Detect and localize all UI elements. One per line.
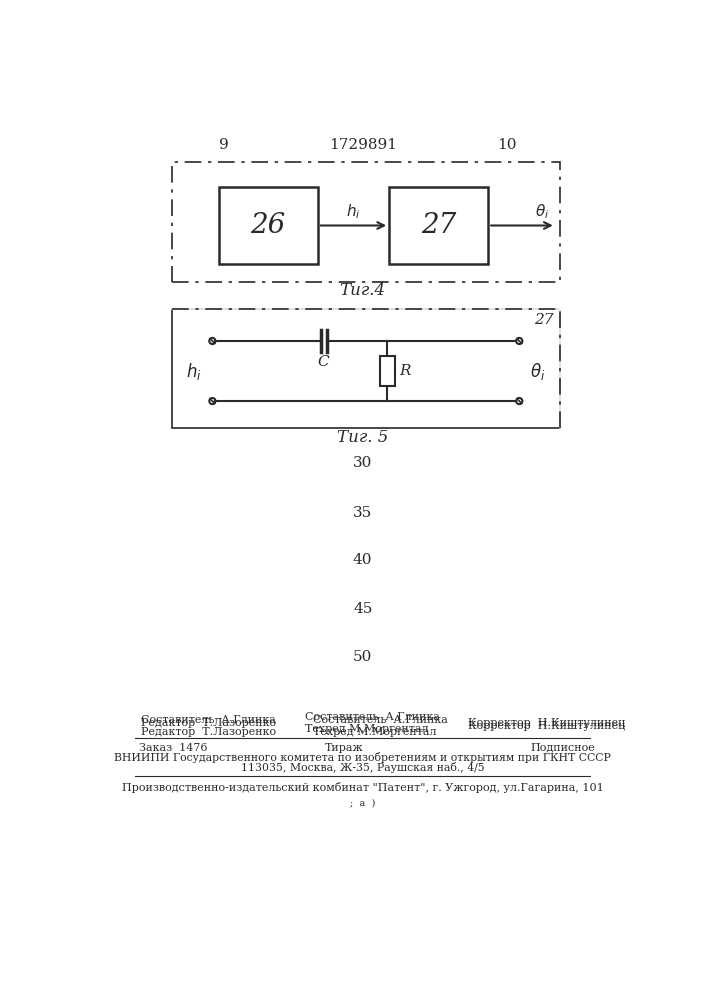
Text: $\theta_i$: $\theta_i$ xyxy=(530,361,546,382)
Text: 27: 27 xyxy=(534,312,554,326)
Text: Τиг.4: Τиг.4 xyxy=(339,282,386,299)
Text: 27: 27 xyxy=(421,212,456,239)
Text: $\theta_i$: $\theta_i$ xyxy=(535,202,549,221)
Text: Производственно-издательский комбинат "Патент", г. Ужгород, ул.Гагарина, 101: Производственно-издательский комбинат "П… xyxy=(122,782,604,793)
Bar xyxy=(389,187,489,264)
Text: Корректор  Н.Киштулинец: Корректор Н.Киштулинец xyxy=(468,718,626,728)
Text: 113035, Москва, Ж-35, Раушская наб., 4/5: 113035, Москва, Ж-35, Раушская наб., 4/5 xyxy=(241,762,484,773)
Text: Техред М.Моргентал: Техред М.Моргентал xyxy=(305,724,429,734)
Bar xyxy=(172,162,559,282)
Text: Составитель  А.Глинка: Составитель А.Глинка xyxy=(313,715,448,725)
Text: 30: 30 xyxy=(353,456,373,470)
Text: ;  а  ): ; а ) xyxy=(350,798,375,807)
Text: 50: 50 xyxy=(353,650,373,664)
Text: 40: 40 xyxy=(353,553,373,567)
Text: Редактор  Т.Лазоренко: Редактор Т.Лазоренко xyxy=(141,718,276,728)
Text: $h_i$: $h_i$ xyxy=(186,361,201,382)
Text: Τиг. 5: Τиг. 5 xyxy=(337,429,388,446)
Bar xyxy=(218,187,317,264)
Text: 45: 45 xyxy=(353,602,373,616)
Text: 9: 9 xyxy=(219,138,229,152)
Bar xyxy=(380,356,395,386)
Text: ВНИИПИ Государственного комитета по изобретениям и открытиям при ГКНТ СССР: ВНИИПИ Государственного комитета по изоб… xyxy=(115,752,611,763)
Text: Заказ  1476: Заказ 1476 xyxy=(139,743,207,753)
Text: 26: 26 xyxy=(250,212,286,239)
Text: Тираж: Тираж xyxy=(325,743,363,753)
Text: 10: 10 xyxy=(497,138,517,152)
Text: Техред М.Моргентал: Техред М.Моргентал xyxy=(313,727,437,737)
Text: 35: 35 xyxy=(353,506,373,520)
Text: Подписное: Подписное xyxy=(530,743,595,753)
Text: R: R xyxy=(399,364,411,378)
Text: Составитель  А.Глинка: Составитель А.Глинка xyxy=(141,715,276,725)
Text: Редактор  Т.Лазоренко: Редактор Т.Лазоренко xyxy=(141,727,276,737)
Text: $h_i$: $h_i$ xyxy=(346,202,361,221)
Text: Составитель  А.Глинка: Составитель А.Глинка xyxy=(305,712,440,722)
Text: Корректор  Н.Киштулинец: Корректор Н.Киштулинец xyxy=(468,721,626,731)
Text: C: C xyxy=(317,355,329,369)
Bar xyxy=(172,309,559,428)
Text: 1729891: 1729891 xyxy=(329,138,397,152)
